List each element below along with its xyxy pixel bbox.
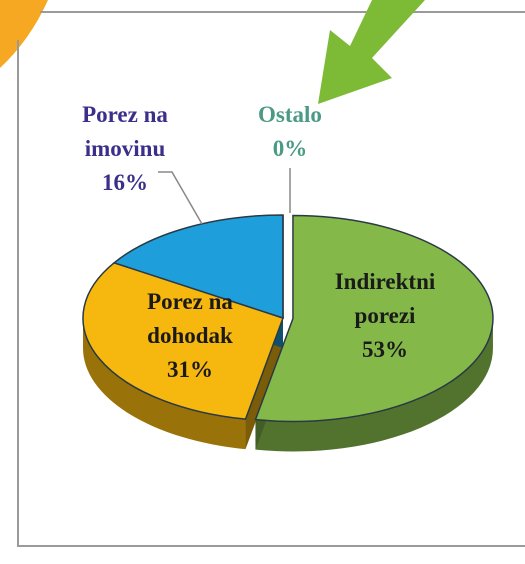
slice-percent: 31% bbox=[167, 357, 213, 382]
slice-name: Porez na dohodak bbox=[147, 289, 233, 348]
slice-percent: 0% bbox=[272, 136, 308, 161]
slice-side bbox=[83, 318, 246, 450]
frame bbox=[17, 40, 525, 547]
slice-cut bbox=[245, 318, 283, 450]
slice-side bbox=[255, 318, 493, 452]
pie bbox=[82, 214, 494, 452]
data-label: Indirektni porezi 53% bbox=[320, 265, 450, 367]
slice-name: Ostalo bbox=[258, 102, 322, 127]
slice-name: Porez na imovinu bbox=[82, 102, 168, 161]
corner-decoration bbox=[0, 0, 48, 68]
data-label: Porez na imovinu 16% bbox=[60, 98, 190, 200]
data-label: Ostalo 0% bbox=[225, 98, 355, 166]
data-label: Porez na dohodak 31% bbox=[125, 285, 255, 387]
pie-slice bbox=[112, 214, 284, 320]
pie-slice bbox=[254, 214, 494, 423]
slice-name: Indirektni porezi bbox=[334, 269, 436, 328]
arrow-decoration bbox=[318, 0, 425, 104]
slice-percent: 16% bbox=[102, 170, 148, 195]
slice-percent: 53% bbox=[362, 337, 408, 362]
leader-line bbox=[158, 171, 203, 225]
